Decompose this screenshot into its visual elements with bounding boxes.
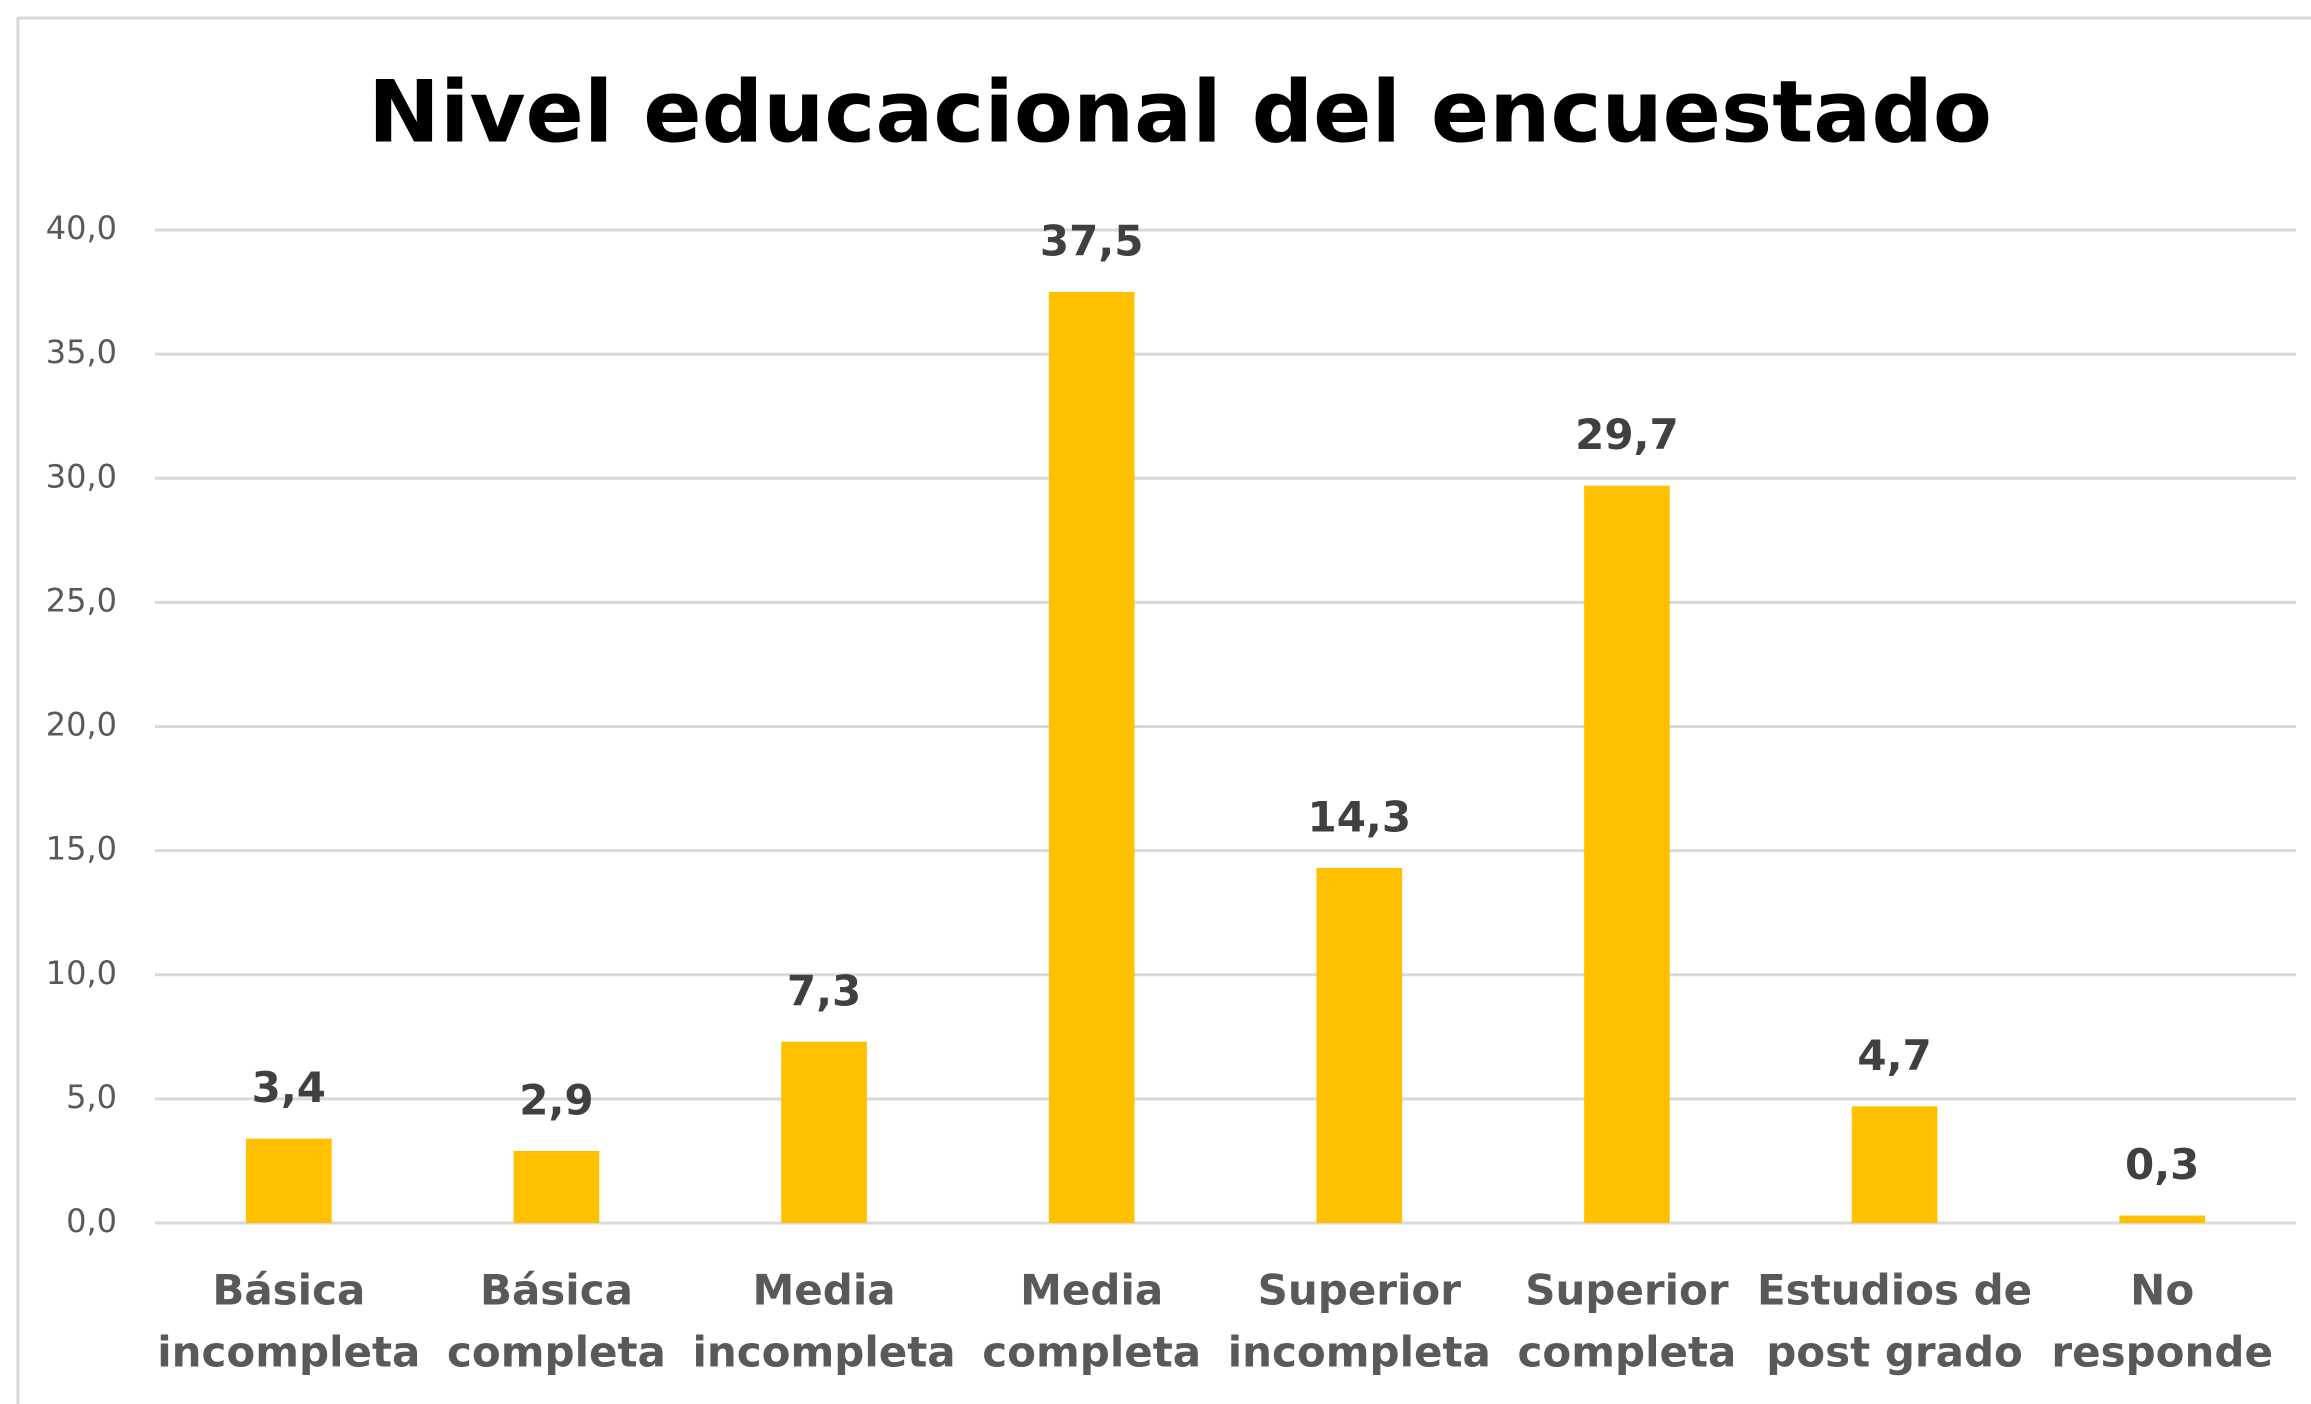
x-tick-label: Estudios de	[1757, 1266, 2032, 1315]
x-tick-label: Básica	[212, 1266, 365, 1315]
y-tick-label: 15,0	[46, 830, 117, 868]
y-tick-label: 30,0	[46, 457, 117, 495]
x-tick-label: Superior	[1525, 1266, 1729, 1315]
x-tick-label: completa	[447, 1328, 666, 1377]
x-tick-label: No	[2130, 1266, 2194, 1315]
x-tick-label: incompleta	[1228, 1328, 1491, 1377]
x-tick-label: incompleta	[692, 1328, 955, 1377]
chart-frame	[16, 16, 2311, 1404]
bar	[781, 1041, 867, 1223]
y-tick-label: 5,0	[66, 1078, 117, 1116]
x-tick-label: responde	[2051, 1328, 2273, 1377]
bar	[2119, 1215, 2206, 1223]
x-tick-label: post grado	[1766, 1328, 2023, 1377]
x-tick-label: Superior	[1258, 1266, 1462, 1315]
y-tick-label: 40,0	[46, 209, 117, 247]
y-tick-label: 10,0	[46, 954, 117, 992]
bar	[1048, 292, 1135, 1223]
x-tick-label: incompleta	[157, 1328, 420, 1377]
data-label: 3,4	[252, 1063, 326, 1112]
bar	[1316, 868, 1403, 1223]
x-tick-label: completa	[982, 1328, 1201, 1377]
bar	[513, 1151, 600, 1223]
y-tick-label: 0,0	[66, 1202, 117, 1240]
bar	[1851, 1106, 1938, 1223]
x-tick-label: Media	[1020, 1266, 1163, 1315]
x-tick-label: Media	[753, 1266, 896, 1315]
data-label: 37,5	[1040, 217, 1144, 266]
y-tick-label: 25,0	[46, 581, 117, 619]
x-tick-label: completa	[1517, 1328, 1736, 1377]
bar	[1584, 485, 1670, 1223]
data-label: 0,3	[2125, 1140, 2199, 1189]
data-label: 7,3	[787, 966, 861, 1015]
y-tick-label: 20,0	[46, 706, 117, 744]
chart-title: Nivel educacional del encuestado	[368, 62, 1992, 162]
x-tick-label: Básica	[480, 1266, 633, 1315]
data-label: 4,7	[1857, 1031, 1931, 1080]
data-label: 14,3	[1307, 793, 1411, 842]
data-label: 2,9	[519, 1076, 593, 1125]
y-tick-label: 35,0	[46, 333, 117, 371]
bar	[245, 1138, 332, 1223]
data-label: 29,7	[1575, 410, 1679, 459]
